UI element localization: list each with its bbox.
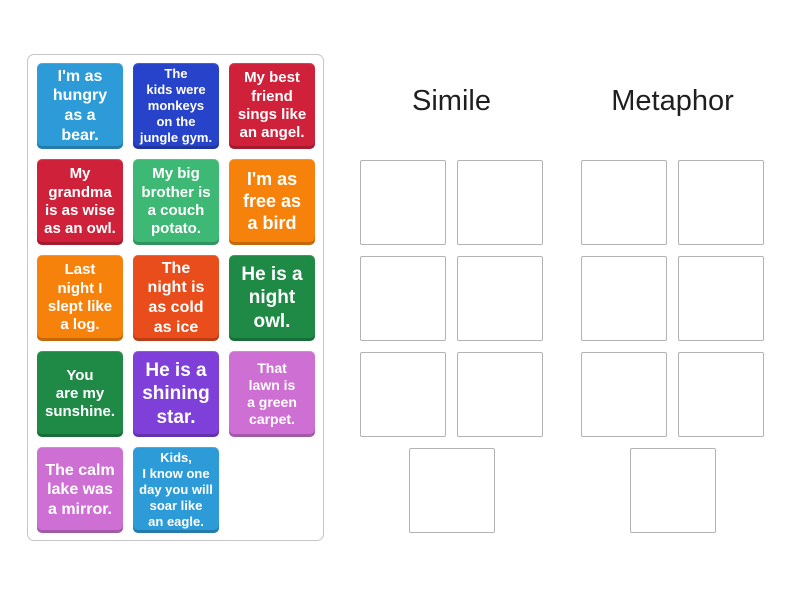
word-tile[interactable]: He is a shining star. xyxy=(133,351,219,437)
drop-slot[interactable] xyxy=(457,352,543,437)
group-simile-slot-grid xyxy=(360,160,543,437)
group-metaphor: Metaphor xyxy=(581,82,764,533)
drop-slot[interactable] xyxy=(360,160,446,245)
drop-slot[interactable] xyxy=(360,256,446,341)
word-tile[interactable]: He is a night owl. xyxy=(229,255,315,341)
group-metaphor-bottom-slot-row xyxy=(581,448,764,533)
group-simile-bottom-slot-row xyxy=(360,448,543,533)
word-tile[interactable]: The night is as cold as ice xyxy=(133,255,219,341)
drop-slot[interactable] xyxy=(581,160,667,245)
group-simile-header: Simile xyxy=(412,85,491,117)
word-tile[interactable]: I'm as hungry as a bear. xyxy=(37,63,123,149)
drop-slot[interactable] xyxy=(360,352,446,437)
group-simile: Simile xyxy=(360,82,543,533)
word-tile[interactable]: I'm as free as a bird xyxy=(229,159,315,245)
drop-slot[interactable] xyxy=(678,160,764,245)
group-metaphor-slot-grid xyxy=(581,160,764,437)
word-tile[interactable]: That lawn is a green carpet. xyxy=(229,351,315,437)
drop-slot[interactable] xyxy=(678,256,764,341)
word-tile[interactable]: The kids were monkeys on the jungle gym. xyxy=(133,63,219,149)
drop-slot[interactable] xyxy=(457,160,543,245)
word-tile[interactable]: Last night I slept like a log. xyxy=(37,255,123,341)
drop-slot[interactable] xyxy=(629,448,716,533)
drop-slot[interactable] xyxy=(678,352,764,437)
drop-slot[interactable] xyxy=(581,352,667,437)
drop-slot[interactable] xyxy=(457,256,543,341)
word-tile[interactable]: My big brother is a couch potato. xyxy=(133,159,219,245)
word-tile[interactable]: The calm lake was a mirror. xyxy=(37,447,123,533)
word-bank-panel: I'm as hungry as a bear. The kids were mo… xyxy=(27,54,324,541)
word-tile[interactable]: My grandma is as wise as an owl. xyxy=(37,159,123,245)
drop-slot[interactable] xyxy=(581,256,667,341)
word-tile[interactable]: My best friend sings like an angel. xyxy=(229,63,315,149)
word-tile[interactable]: Kids, I know one day you will soar like … xyxy=(133,447,219,533)
group-metaphor-header: Metaphor xyxy=(611,85,734,117)
word-tile[interactable]: You are my sunshine. xyxy=(37,351,123,437)
drop-slot[interactable] xyxy=(408,448,495,533)
